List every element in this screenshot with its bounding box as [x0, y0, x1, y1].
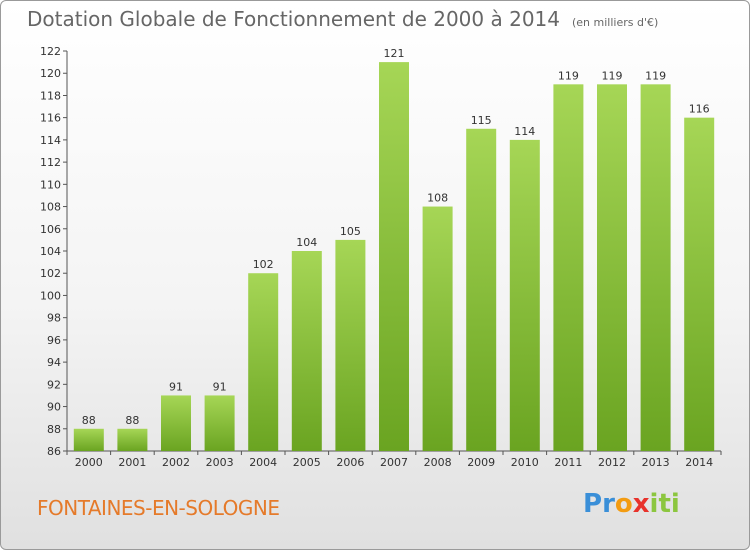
x-tick-label: 2006 — [336, 456, 364, 469]
proxiti-logo: Proxiti — [583, 489, 680, 519]
data-label: 88 — [125, 414, 139, 427]
bar — [379, 62, 409, 451]
y-tick-label: 96 — [47, 334, 61, 347]
y-tick-label: 98 — [47, 312, 61, 325]
bar — [204, 395, 235, 451]
data-label: 114 — [514, 125, 535, 138]
bar — [291, 251, 322, 451]
y-tick-label: 114 — [40, 134, 61, 147]
x-tick-label: 2014 — [685, 456, 713, 469]
x-tick-label: 2004 — [249, 456, 277, 469]
x-tick-label: 2001 — [118, 456, 146, 469]
data-label: 88 — [82, 414, 96, 427]
data-label: 102 — [253, 258, 274, 271]
y-tick-label: 122 — [40, 45, 61, 58]
data-label: 108 — [427, 192, 448, 205]
y-tick-label: 120 — [40, 67, 61, 80]
y-tick-label: 112 — [40, 156, 61, 169]
data-label: 116 — [689, 103, 710, 116]
x-tick-label: 2013 — [642, 456, 670, 469]
bar — [161, 395, 191, 451]
chart-title: Dotation Globale de Fonctionnement de 20… — [27, 7, 658, 31]
x-tick-label: 2010 — [511, 456, 539, 469]
y-tick-label: 118 — [40, 89, 61, 102]
data-label: 91 — [169, 380, 183, 393]
y-tick-label: 104 — [40, 245, 61, 258]
logo-letter: o — [614, 489, 633, 519]
logo-letter: i — [670, 489, 680, 519]
title-text: Dotation Globale de Fonctionnement de 20… — [27, 7, 560, 31]
commune-name: FONTAINES-EN-SOLOGNE — [37, 496, 280, 520]
x-tick-label: 2012 — [598, 456, 626, 469]
bar — [335, 239, 366, 451]
logo-letter: i — [649, 489, 659, 519]
bar — [553, 84, 584, 451]
bar — [597, 84, 627, 451]
bar — [509, 139, 540, 451]
y-tick-label: 94 — [47, 356, 61, 369]
bar — [640, 84, 671, 451]
y-tick-label: 102 — [40, 267, 61, 280]
x-tick-label: 2007 — [380, 456, 408, 469]
bars — [73, 62, 715, 452]
x-tick-label: 2003 — [206, 456, 234, 469]
logo-letter: P — [583, 489, 603, 519]
data-label: 105 — [340, 225, 361, 238]
y-tick-label: 108 — [40, 201, 61, 214]
bar — [466, 128, 497, 451]
y-tick-label: 90 — [47, 401, 61, 414]
x-tick-label: 2002 — [162, 456, 190, 469]
x-tick-label: 2005 — [293, 456, 321, 469]
logo-letter: r — [602, 489, 615, 519]
data-label: 91 — [213, 380, 227, 393]
axes: 86 88 90 92 94 96 98 100 102 104 106 108 110 112 114 11… — [40, 45, 722, 469]
data-label: 119 — [558, 69, 579, 82]
x-tick-label: 2011 — [554, 456, 582, 469]
y-tick-label: 116 — [40, 112, 61, 125]
data-label: 104 — [296, 236, 317, 249]
y-tick-label: 88 — [47, 423, 61, 436]
x-tick-label: 2008 — [424, 456, 452, 469]
x-tick-label: 2000 — [75, 456, 103, 469]
data-label: 119 — [645, 69, 666, 82]
logo-letter: t — [658, 489, 671, 519]
data-label: 115 — [471, 114, 492, 127]
data-label: 119 — [602, 69, 623, 82]
y-tick-label: 110 — [40, 178, 61, 191]
unit-label: (en milliers d'€) — [572, 16, 659, 29]
bar — [117, 428, 148, 451]
bar — [684, 117, 715, 452]
bar — [73, 428, 104, 451]
y-tick-label: 100 — [40, 289, 61, 302]
y-tick-label: 106 — [40, 223, 61, 236]
x-tick-label: 2009 — [467, 456, 495, 469]
data-labels: 88 88 91 91 102 104 105 121 108 115 114 119 119 119 11… — [82, 47, 710, 427]
bar — [248, 273, 279, 451]
logo-letter: x — [632, 489, 650, 519]
y-tick-label: 92 — [47, 378, 61, 391]
y-tick-label: 86 — [47, 445, 61, 458]
data-label: 121 — [384, 47, 405, 60]
bar — [422, 206, 453, 451]
